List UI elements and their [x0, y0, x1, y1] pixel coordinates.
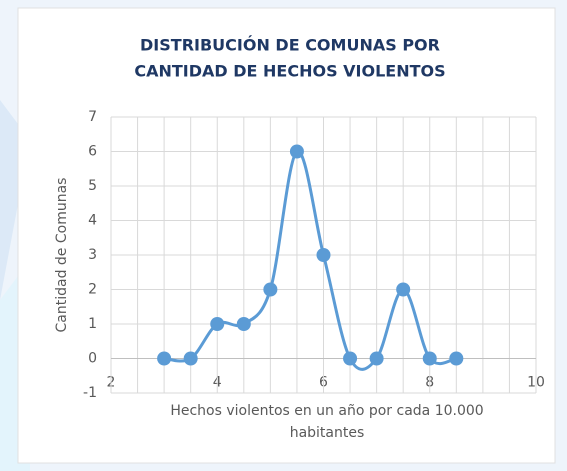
data-point: [316, 248, 331, 262]
y-axis-label: Cantidad de Comunas: [54, 178, 70, 333]
x-axis-label: habitantes: [290, 425, 365, 441]
data-point: [369, 351, 384, 366]
x-axis-label: Hechos violentos en un año por cada 10.0…: [170, 403, 483, 419]
y-tick-label: 6: [88, 144, 97, 160]
y-tick-label: 1: [88, 316, 97, 332]
y-tick-label: 5: [88, 178, 97, 194]
y-tick-label: 4: [88, 213, 97, 229]
data-point: [396, 282, 411, 297]
data-point: [449, 351, 464, 366]
y-tick-label: -1: [83, 385, 97, 401]
chart-title: DISTRIBUCIÓN DE COMUNAS POR: [140, 36, 440, 55]
data-point: [422, 351, 437, 366]
data-point: [263, 282, 278, 297]
y-tick-label: 7: [88, 109, 97, 125]
data-point: [183, 351, 198, 366]
data-point: [236, 317, 251, 331]
chart-area: [17, 7, 556, 464]
chart-title: CANTIDAD DE HECHOS VIOLENTOS: [134, 62, 445, 81]
y-tick-label: 0: [88, 351, 97, 367]
data-point: [289, 144, 304, 159]
data-point: [157, 351, 172, 366]
data-point: [210, 317, 225, 331]
y-tick-label: 3: [88, 247, 97, 263]
data-point: [343, 351, 358, 366]
y-tick-label: 2: [88, 282, 97, 298]
